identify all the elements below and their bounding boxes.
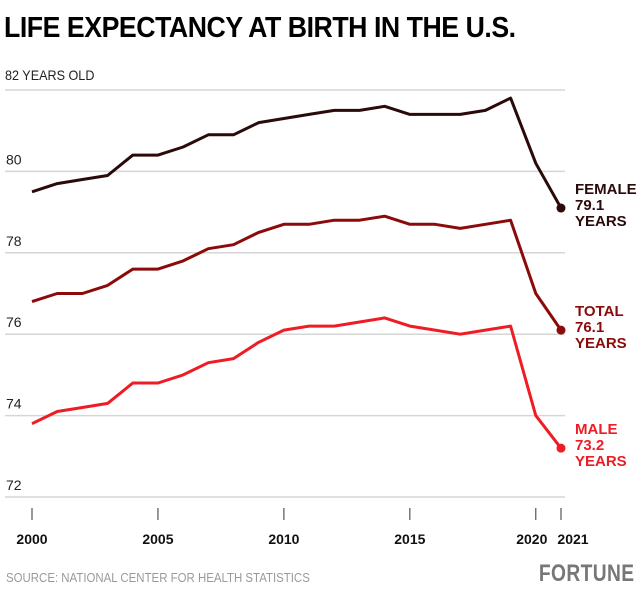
end-point-female xyxy=(556,203,566,213)
y-tick-label: 72 xyxy=(6,477,22,493)
end-label-female: FEMALE xyxy=(575,181,637,198)
x-tick-label: 2000 xyxy=(16,531,47,547)
y-axis-ticks: 80 78 76 74 72 xyxy=(6,151,22,493)
series-line-male xyxy=(31,316,563,450)
series-line-female xyxy=(31,96,563,209)
y-tick-label: 76 xyxy=(6,314,22,330)
end-label-total: TOTAL xyxy=(575,303,624,320)
x-axis-ticks: 2000 2005 2010 2015 2020 2021 xyxy=(16,508,589,547)
x-tick-label: 2010 xyxy=(268,531,299,547)
publisher-logo: FORTUNE xyxy=(538,560,634,587)
series-lines xyxy=(31,96,566,453)
end-label-male: MALE xyxy=(575,421,618,438)
y-axis-top-label: 82 YEARS OLD xyxy=(5,67,95,83)
x-tick-label: 2015 xyxy=(394,531,425,547)
end-label-female: YEARS xyxy=(575,213,627,230)
end-labels: FEMALE79.1YEARSTOTAL76.1YEARSMALE73.2YEA… xyxy=(575,181,637,470)
end-label-male: 73.2 xyxy=(575,437,604,454)
end-label-total: YEARS xyxy=(575,335,627,352)
series-line-total xyxy=(31,214,563,331)
end-label-male: YEARS xyxy=(575,453,627,470)
x-tick-label: 2020 xyxy=(516,531,547,547)
end-label-female: 79.1 xyxy=(575,197,604,214)
end-label-total: 76.1 xyxy=(575,319,604,336)
source-note: SOURCE: NATIONAL CENTER FOR HEALTH STATI… xyxy=(6,570,310,585)
end-point-male xyxy=(556,443,566,453)
chart-title: LIFE EXPECTANCY AT BIRTH IN THE U.S. xyxy=(4,12,516,44)
end-point-total xyxy=(556,325,566,335)
y-tick-label: 74 xyxy=(6,396,22,412)
y-tick-label: 80 xyxy=(6,151,22,167)
x-tick-label: 2005 xyxy=(142,531,173,547)
y-tick-label: 78 xyxy=(6,233,22,249)
gridlines xyxy=(5,89,565,498)
x-tick-label: 2021 xyxy=(557,531,588,547)
